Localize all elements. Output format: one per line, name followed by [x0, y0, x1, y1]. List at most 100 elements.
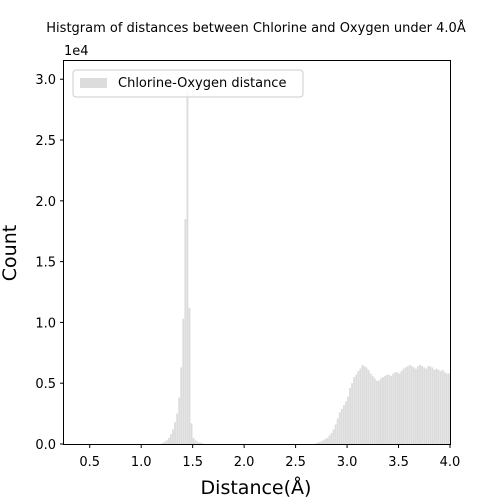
histogram-bar	[196, 441, 199, 444]
x-tick-label: 3.5	[388, 455, 409, 470]
histogram-bar	[441, 369, 444, 444]
histogram-bar	[200, 442, 203, 444]
histogram-bar	[176, 413, 179, 444]
histogram-bar	[365, 367, 368, 444]
histogram-bar	[382, 377, 384, 444]
histogram-bar	[423, 367, 426, 444]
histogram-bar	[412, 367, 415, 444]
histogram-bar	[419, 364, 421, 444]
histogram-bar	[345, 401, 347, 444]
histogram-bar	[421, 366, 424, 444]
histogram-bar	[334, 424, 337, 444]
histogram-bar	[415, 368, 417, 444]
histogram-bar	[375, 380, 378, 444]
legend: Chlorine-Oxygen distance	[72, 69, 304, 98]
x-tick-label: 3.0	[337, 455, 358, 470]
histogram-bar	[384, 375, 386, 444]
histogram-bar	[170, 434, 172, 444]
x-tick-label: 4.0	[440, 455, 461, 470]
histogram-bar	[192, 437, 195, 444]
histogram-bar	[198, 442, 201, 444]
histogram-bar	[180, 367, 183, 444]
histogram-bar	[340, 408, 343, 444]
histogram-bar	[386, 374, 389, 444]
histogram-bar	[355, 374, 358, 444]
histogram-bar	[318, 442, 321, 444]
histogram-bar	[380, 378, 382, 444]
histogram-bar	[359, 368, 362, 444]
x-tick-label: 1.0	[131, 455, 152, 470]
histogram-bar	[398, 373, 401, 444]
y-tick-label: 1.5	[35, 256, 56, 271]
x-tick-label: 2.0	[234, 455, 255, 470]
histogram-bar	[351, 383, 354, 444]
x-tick-label: 0.5	[79, 455, 100, 470]
histogram-bar	[443, 372, 446, 444]
y-tick-label: 2.0	[35, 195, 56, 210]
histogram-bar	[324, 439, 327, 444]
histogram-bar	[322, 440, 325, 444]
histogram-bar	[425, 368, 428, 444]
y-axis-label: Count	[0, 225, 21, 281]
histogram-bar	[357, 371, 360, 444]
histogram-bar	[194, 440, 197, 444]
histogram-bar	[400, 371, 403, 444]
histogram-bar	[394, 372, 397, 444]
x-axis-label: Distance(Å)	[201, 476, 312, 499]
histogram-bar	[182, 318, 185, 444]
histogram-bar	[406, 366, 409, 444]
histogram-bar	[392, 373, 395, 444]
histogram-bar	[388, 374, 391, 444]
y-axis-ticks: 0.0 0.5 1.0 1.5 2.0 2.5 3.0	[35, 73, 64, 453]
y-offset-text: 1e4	[64, 44, 89, 59]
histogram-bar	[184, 219, 187, 444]
histogram-bar	[190, 423, 193, 444]
histogram-bar	[347, 396, 349, 444]
histogram-bar	[402, 368, 405, 444]
histogram-bar	[445, 373, 448, 444]
histogram-bar	[369, 373, 372, 444]
histogram-bar	[178, 397, 181, 444]
legend-box	[72, 69, 304, 98]
y-tick-label: 1.0	[35, 316, 56, 331]
legend-label: Chlorine-Oxygen distance	[118, 76, 286, 91]
histogram-bar	[427, 366, 430, 444]
histogram-bar	[316, 442, 319, 444]
histogram-bar	[186, 91, 189, 445]
histogram-bar	[361, 364, 364, 444]
histogram-bar	[447, 373, 450, 444]
histogram-bar	[435, 368, 438, 444]
histogram-bar	[188, 307, 191, 444]
x-axis-ticks: 0.5 1.0 1.5 2.0 2.5 3.0 3.5 4.0	[79, 444, 460, 470]
histogram-bar	[439, 371, 442, 444]
histogram-bar	[396, 372, 399, 444]
y-tick-label: 0.0	[35, 438, 56, 453]
histogram-bar	[437, 369, 440, 444]
histogram-bar	[433, 369, 436, 444]
histogram-bar	[417, 366, 419, 444]
y-tick-label: 0.5	[35, 377, 56, 392]
histogram-bar	[167, 437, 170, 444]
histogram-bar	[165, 440, 168, 444]
histogram-bar	[320, 441, 323, 444]
histogram-bar	[408, 364, 411, 444]
axes-frame	[63, 60, 451, 445]
histogram-bar	[349, 388, 351, 444]
histogram-bar	[377, 380, 380, 444]
histogram-bar	[410, 366, 413, 444]
histogram-bar	[326, 437, 329, 444]
x-tick-label: 2.5	[285, 455, 306, 470]
histogram-bar	[363, 366, 366, 444]
histogram-bar	[373, 378, 376, 444]
histogram-bar	[342, 405, 345, 444]
histogram-bar	[172, 429, 174, 444]
y-tick-label: 3.0	[35, 73, 56, 88]
histogram-bar	[404, 367, 407, 444]
histogram-bar	[371, 375, 374, 444]
histogram-bar	[332, 429, 335, 444]
histogram-bar	[353, 377, 356, 444]
legend-swatch	[80, 78, 107, 88]
histogram-bar	[328, 435, 331, 444]
histogram-bar	[336, 418, 339, 444]
